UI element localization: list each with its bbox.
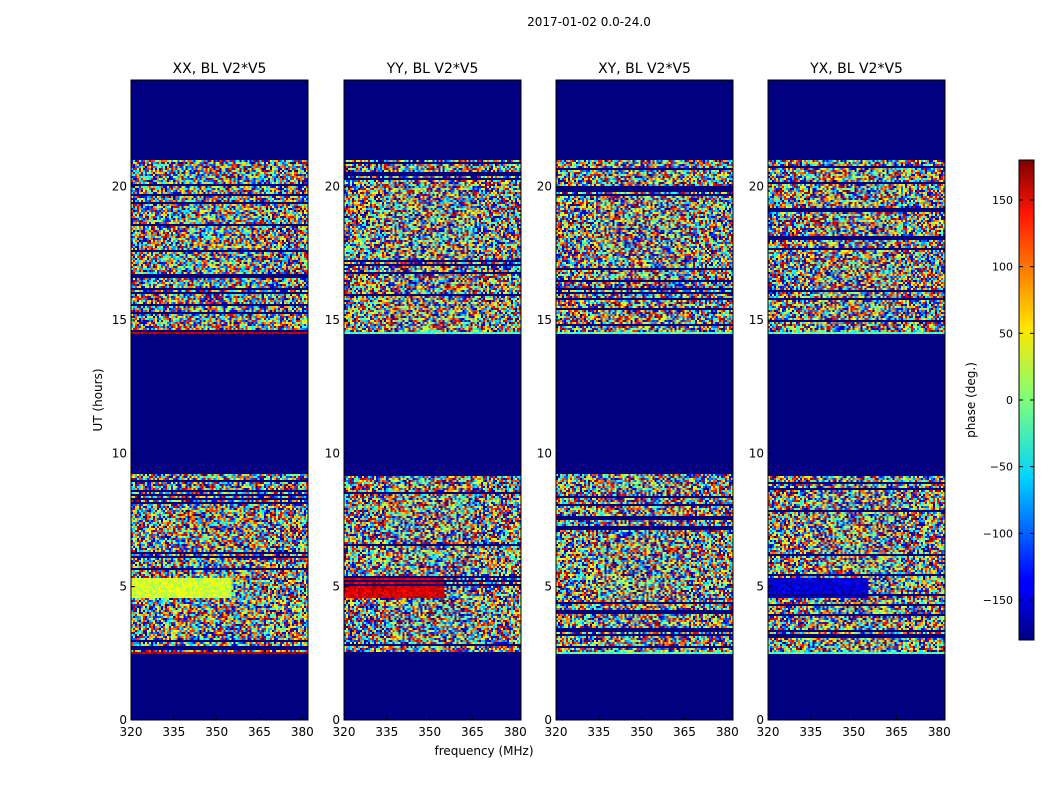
x-tick-label: 320: [545, 725, 568, 739]
x-tick-label: 350: [842, 725, 865, 739]
x-tick-label: 320: [120, 725, 143, 739]
panel-3: XY, BL V2*V5 320 335 350 365 380 0 5 10 15 20: [537, 61, 739, 739]
x-tick-label: 350: [630, 725, 653, 739]
y-tick-label: 20: [325, 180, 340, 194]
y-tick-label: 20: [749, 180, 764, 194]
colorbar: 150 100 50 0 −50 −100 −150 phase (deg.): [964, 159, 1035, 641]
y-tick-label: 10: [749, 446, 764, 460]
colorbar-tick-label: 50: [999, 327, 1013, 340]
colorbar-tick-label: 150: [992, 194, 1013, 207]
x-tick-label: 320: [757, 725, 780, 739]
x-tick-label: 380: [716, 725, 739, 739]
y-tick-label: 5: [119, 580, 127, 594]
x-tick-label: 365: [248, 725, 271, 739]
colorbar-tick-label: 0: [1006, 394, 1013, 407]
panel-title: XX, BL V2*V5: [173, 61, 267, 77]
y-tick-label: 15: [749, 313, 764, 327]
y-tick-label: 10: [537, 446, 552, 460]
x-tick-label: 350: [418, 725, 441, 739]
colorbar-tick-label: −150: [983, 594, 1013, 607]
x-tick-label: 380: [504, 725, 527, 739]
heatmap-cells: [768, 80, 945, 720]
x-tick-label: 350: [205, 725, 228, 739]
heatmap-cells: [131, 80, 308, 720]
y-tick-label: 10: [112, 446, 127, 460]
x-axis-label: frequency (MHz): [434, 744, 533, 758]
panel-title: XY, BL V2*V5: [598, 61, 691, 77]
x-tick-label: 365: [673, 725, 696, 739]
y-axis-label: UT (hours): [91, 368, 105, 431]
y-tick-label: 15: [112, 313, 127, 327]
panel-2: YY, BL V2*V5 320 335 350 365 380 0 5 10 15 20 frequ…: [325, 61, 534, 758]
x-tick-label: 335: [587, 725, 610, 739]
colorbar-tick-label: −50: [990, 461, 1013, 474]
y-tick-label: 10: [325, 446, 340, 460]
x-tick-label: 335: [799, 725, 822, 739]
colorbar-label: phase (deg.): [964, 362, 978, 438]
y-tick-label: 20: [112, 180, 127, 194]
y-tick-label: 5: [332, 580, 340, 594]
heatmap-cells: [344, 80, 521, 720]
x-tick-label: 365: [461, 725, 484, 739]
panel-title: YX, BL V2*V5: [809, 61, 903, 77]
axes-frame: [555, 79, 734, 721]
figure-title: 2017-01-02 0.0-24.0: [527, 15, 651, 29]
x-tick-label: 380: [928, 725, 951, 739]
y-tick-label: 5: [756, 580, 764, 594]
y-tick-label: 0: [332, 713, 340, 727]
x-tick-label: 365: [885, 725, 908, 739]
panels: XX, BL V2*V5 320 335 350 365 380 0 5 10 15 20 UT (h…: [91, 61, 951, 758]
y-tick-label: 5: [544, 580, 552, 594]
x-tick-label: 335: [375, 725, 398, 739]
y-tick-label: 0: [756, 713, 764, 727]
x-tick-label: 335: [162, 725, 185, 739]
heatmap-cells: [556, 80, 733, 720]
panel-4: YX, BL V2*V5 320 335 350 365 380 0 5 10 15 20: [749, 61, 951, 739]
colorbar-tick-label: −100: [983, 527, 1013, 540]
y-tick-label: 0: [544, 713, 552, 727]
colorbar-ticks: 150 100 50 0 −50 −100 −150: [983, 194, 1034, 607]
axes-frame: [130, 79, 309, 721]
y-tick-label: 15: [537, 313, 552, 327]
y-tick-label: 0: [119, 713, 127, 727]
panel-1: XX, BL V2*V5 320 335 350 365 380 0 5 10 15 20 UT (h…: [91, 61, 314, 739]
x-tick-label: 320: [333, 725, 356, 739]
y-tick-label: 20: [537, 180, 552, 194]
x-tick-label: 380: [291, 725, 314, 739]
colorbar-tick-label: 100: [992, 261, 1013, 274]
axes-frame: [767, 79, 946, 721]
axes-frame: [343, 79, 522, 721]
y-tick-label: 15: [325, 313, 340, 327]
panel-title: YY, BL V2*V5: [386, 61, 479, 77]
